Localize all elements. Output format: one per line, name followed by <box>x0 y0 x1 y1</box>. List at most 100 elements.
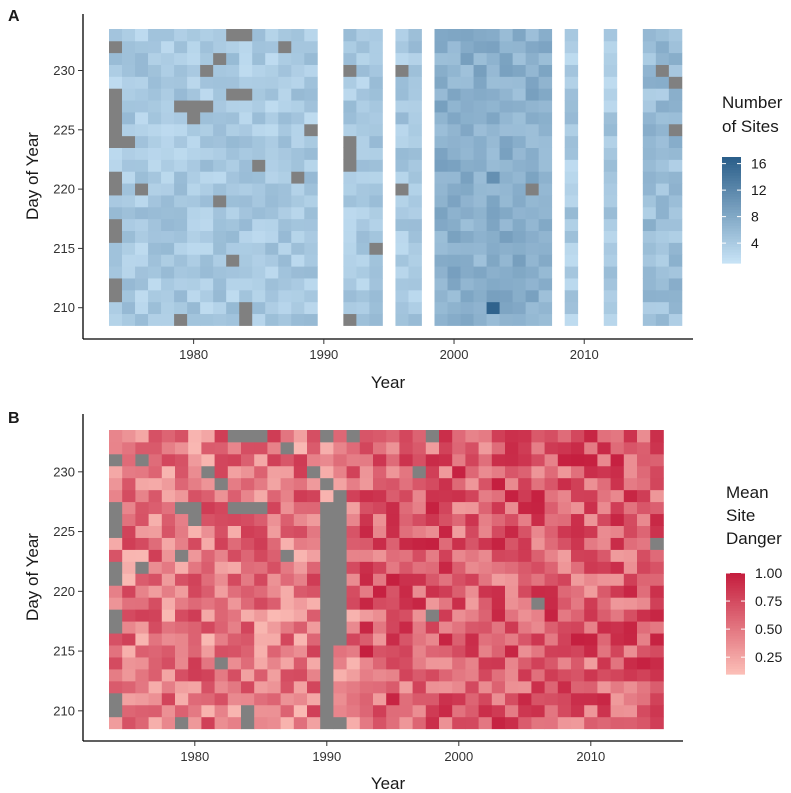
heatmap-cell <box>201 645 215 658</box>
heatmap-cell <box>346 561 361 574</box>
heatmap-cell <box>356 266 370 279</box>
heatmap-cell <box>161 313 175 326</box>
heatmap-cell <box>655 88 670 101</box>
heatmap-cell <box>201 704 215 718</box>
heatmap-cell <box>280 692 295 706</box>
heatmap-cell <box>320 633 334 646</box>
heatmap-cell <box>399 633 413 646</box>
heatmap-cell <box>307 549 321 562</box>
heatmap-cell <box>265 52 279 65</box>
heatmap-cell <box>452 561 466 574</box>
heatmap-cell <box>637 477 651 491</box>
heatmap-cell <box>265 183 279 196</box>
heatmap-cell <box>135 441 149 455</box>
heatmap-cell <box>343 289 357 303</box>
heatmap-cell <box>359 633 374 646</box>
heatmap-cell <box>320 645 334 658</box>
heatmap-cell <box>473 100 487 113</box>
heatmap-cell <box>359 680 374 694</box>
heatmap-cell <box>148 657 163 670</box>
heatmap-cell <box>395 29 409 42</box>
heatmap-cell <box>395 313 409 326</box>
heatmap-cell <box>425 537 440 550</box>
heatmap-cell <box>161 657 176 670</box>
heatmap-cell <box>109 465 123 479</box>
heatmap-cell <box>460 206 474 220</box>
heatmap-cell <box>452 657 466 670</box>
heatmap-cell <box>623 525 638 538</box>
heatmap-cell <box>239 242 253 255</box>
heatmap-cell <box>293 657 308 670</box>
heatmap-cell <box>161 159 175 172</box>
heatmap-cell <box>226 76 240 89</box>
heatmap-cell <box>597 489 611 503</box>
heatmap-cell <box>395 76 409 89</box>
heatmap-cell <box>668 313 683 326</box>
heatmap-cell <box>148 183 162 196</box>
legend-color-step <box>726 666 745 670</box>
heatmap-cell <box>241 441 255 455</box>
heatmap-cell <box>214 537 229 550</box>
heatmap-cell <box>356 278 370 291</box>
heatmap-cell <box>293 716 308 730</box>
heatmap-cell <box>226 183 240 196</box>
heatmap-cell <box>486 123 500 137</box>
heatmap-cell <box>239 52 253 65</box>
heatmap-cell <box>642 195 657 208</box>
heatmap-cell <box>452 704 466 718</box>
heatmap-cell <box>148 453 163 467</box>
heatmap-cell <box>291 242 305 255</box>
heatmap-cell <box>175 441 189 455</box>
heatmap-cell <box>373 716 387 730</box>
heatmap-cell <box>174 135 188 148</box>
heatmap-cell <box>109 537 123 550</box>
heatmap-cell <box>175 609 189 622</box>
heatmap-cell <box>161 573 176 586</box>
heatmap-cell <box>241 477 255 491</box>
heatmap-cell <box>267 704 281 718</box>
heatmap-cell <box>668 52 683 65</box>
heatmap-cell <box>373 549 387 562</box>
heatmap-cell <box>650 692 664 706</box>
legend-color-step <box>726 628 745 632</box>
heatmap-cell <box>478 680 493 694</box>
heatmap-cell <box>278 242 292 255</box>
heatmap-cell <box>280 430 295 443</box>
heatmap-cell <box>254 704 268 718</box>
heatmap-cell <box>187 195 201 208</box>
heatmap-cell <box>439 549 453 562</box>
heatmap-cell <box>135 242 149 255</box>
panel-b-letter: B <box>8 410 20 427</box>
heatmap-cell <box>610 633 625 646</box>
heatmap-cell <box>122 123 136 137</box>
heatmap-cell <box>544 549 559 562</box>
heatmap-cell <box>650 441 664 455</box>
heatmap-cell <box>280 704 295 718</box>
heatmap-cell <box>241 573 255 586</box>
heatmap-cell <box>499 242 514 255</box>
heatmap-cell <box>278 266 292 279</box>
heatmap-cell <box>359 525 374 538</box>
heatmap-cell <box>280 621 295 634</box>
heatmap-cell <box>655 195 670 208</box>
heatmap-cell <box>642 171 657 184</box>
heatmap-cell <box>460 313 474 326</box>
heatmap-cell <box>252 147 266 160</box>
heatmap-cell <box>254 537 268 550</box>
heatmap-cell <box>499 135 514 148</box>
heatmap-cell <box>668 76 683 89</box>
heatmap-cell <box>395 266 409 279</box>
heatmap-cell <box>304 171 318 184</box>
heatmap-cell <box>188 621 202 634</box>
heatmap-cell <box>252 195 266 208</box>
panel-a-x-ticks: 1980 1990 2000 2010 <box>179 339 599 362</box>
heatmap-cell <box>655 206 670 220</box>
heatmap-cell <box>486 218 500 232</box>
heatmap-cell <box>356 52 370 65</box>
heatmap-cell <box>278 52 292 65</box>
heatmap-cell <box>505 465 519 479</box>
heatmap-cell <box>557 680 572 694</box>
heatmap-cell <box>122 76 136 89</box>
heatmap-cell <box>557 501 572 515</box>
heatmap-cell <box>623 441 638 455</box>
